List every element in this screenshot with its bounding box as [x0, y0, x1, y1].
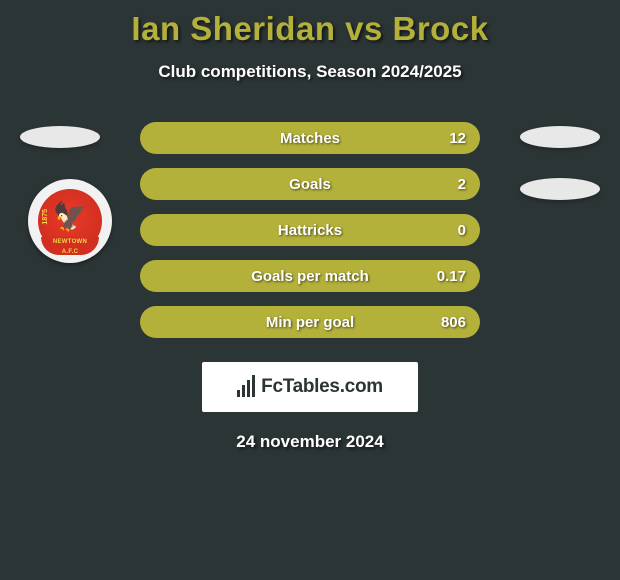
page-title: Ian Sheridan vs Brock — [0, 0, 620, 48]
source-logo: FcTables.com — [202, 362, 418, 412]
stat-value: 0.17 — [437, 268, 466, 285]
griffin-icon: 🦅 — [53, 203, 88, 231]
stat-label: Goals per match — [251, 268, 369, 285]
stat-row: Matches 12 — [140, 122, 480, 154]
stat-row: Goals 2 — [140, 168, 480, 200]
stat-value: 2 — [458, 176, 466, 193]
placeholder-ellipse-right-2 — [520, 178, 600, 200]
stat-row: Hattricks 0 — [140, 214, 480, 246]
club-crest: 1875 🦅 NEWTOWN A.F.C — [28, 179, 112, 263]
logo-text: FcTables.com — [261, 376, 383, 398]
bar-chart-icon — [237, 377, 255, 397]
stat-label: Hattricks — [278, 222, 342, 239]
stat-label: Matches — [280, 130, 340, 147]
stat-row: Goals per match 0.17 — [140, 260, 480, 292]
crest-name: NEWTOWN — [53, 239, 87, 245]
stat-row: Min per goal 806 — [140, 306, 480, 338]
placeholder-ellipse-right-1 — [520, 126, 600, 148]
stat-value: 12 — [449, 130, 466, 147]
placeholder-ellipse-left — [20, 126, 100, 148]
stat-label: Goals — [289, 176, 331, 193]
crest-suffix: A.F.C — [62, 249, 79, 255]
stat-value: 0 — [458, 222, 466, 239]
date: 24 november 2024 — [0, 432, 620, 452]
crest-banner: NEWTOWN A.F.C — [41, 237, 99, 255]
stat-label: Min per goal — [266, 314, 354, 331]
stat-value: 806 — [441, 314, 466, 331]
subtitle: Club competitions, Season 2024/2025 — [0, 62, 620, 82]
crest-year: 1875 — [42, 209, 49, 225]
